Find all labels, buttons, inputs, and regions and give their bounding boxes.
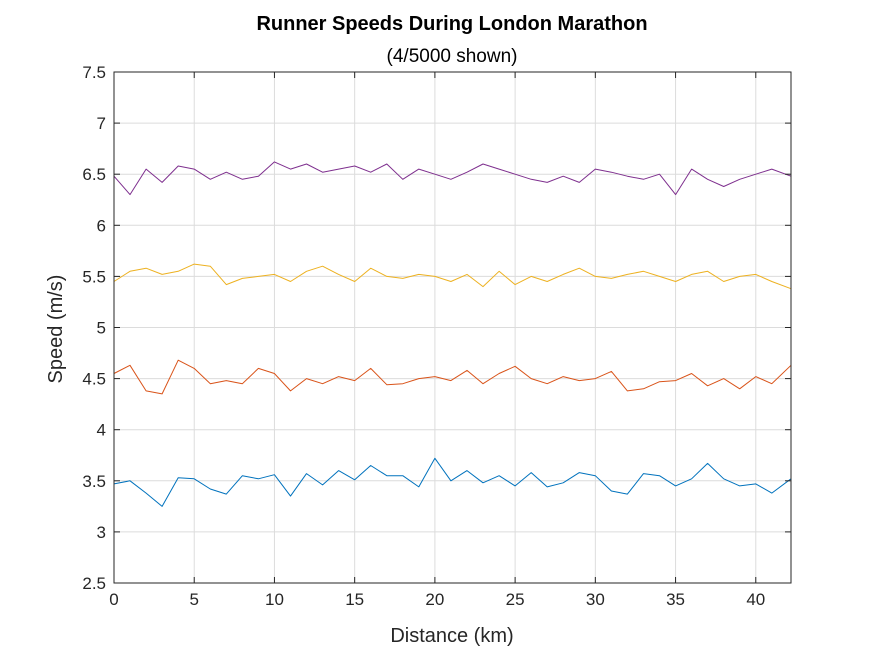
y-tick-label: 5: [97, 319, 106, 338]
y-tick-label: 5.5: [82, 267, 106, 286]
x-tick-label: 20: [425, 590, 444, 609]
grid-lines: [113, 71, 791, 584]
series-line-3: [113, 263, 792, 290]
x-axis-label: Distance (km): [390, 625, 513, 647]
x-tick-label: 5: [189, 590, 198, 609]
x-tick-label: 25: [506, 590, 525, 609]
x-tick-label: 35: [666, 590, 685, 609]
series-line-4: [113, 161, 792, 196]
y-tick-label: 7: [97, 114, 106, 133]
chart-title: Runner Speeds During London Marathon: [256, 13, 647, 35]
y-tick-label: 4: [97, 421, 106, 440]
series-layer: [113, 161, 792, 507]
chart-subtitle: (4/5000 shown): [387, 46, 518, 67]
x-tick-label: 10: [265, 590, 284, 609]
series-line-1: [113, 457, 792, 507]
x-tick-label: 30: [586, 590, 605, 609]
y-tick-label: 4.5: [82, 370, 106, 389]
axis-ticks: 0 5 10 15 20 25 30 35 40 2.5 3 3.5 4 4.5 5 5.5 6 6.5 7 7.5: [82, 63, 791, 609]
y-tick-label: 7.5: [82, 63, 106, 82]
y-tick-label: 6.5: [82, 165, 106, 184]
y-tick-label: 3.5: [82, 472, 106, 491]
x-tick-label: 15: [345, 590, 364, 609]
y-axis-label: Speed (m/s): [45, 275, 67, 384]
y-tick-label: 2.5: [82, 574, 106, 593]
x-tick-label: 0: [109, 590, 118, 609]
x-tick-label: 40: [746, 590, 765, 609]
series-line-2: [113, 359, 792, 395]
y-tick-label: 6: [97, 216, 106, 235]
y-tick-label: 3: [97, 523, 106, 542]
